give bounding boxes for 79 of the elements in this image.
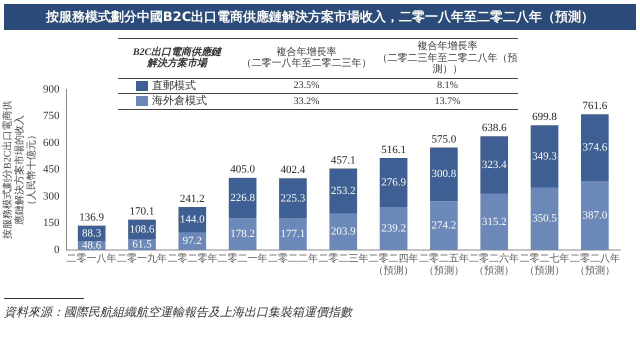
legend-label: 海外倉模式 (152, 95, 207, 108)
data-label: 349.3 (532, 150, 558, 162)
annotation: 23.5% (292, 80, 320, 92)
x-tick-label: 二零二二年 (268, 252, 318, 265)
bar (380, 158, 408, 208)
bar (228, 218, 256, 250)
total-label: 699.8 (532, 111, 558, 124)
total-label: 761.6 (582, 100, 608, 112)
x-tick-label: 二零二四年（預測） (368, 252, 419, 277)
y-tick-label: 750 (43, 110, 60, 122)
bar (329, 168, 358, 214)
bar (329, 214, 358, 250)
y-tick-label: 600 (43, 136, 60, 149)
x-tick-label: 二零二一年 (218, 252, 268, 265)
x-tick-label: 二零二三年 (318, 252, 368, 265)
data-label: 323.4 (482, 158, 508, 171)
x-tick-label: 二零二五年（預測） (418, 252, 469, 277)
total-label: 136.9 (79, 211, 105, 224)
data-label: 178.2 (230, 228, 255, 240)
y-tick-label: 300 (43, 190, 60, 202)
data-label: 226.8 (230, 192, 256, 204)
data-label: 144.0 (180, 214, 206, 226)
y-tick-label: 0 (54, 244, 60, 256)
total-label: 516.1 (381, 144, 406, 156)
x-tick-label: 二零二零年 (167, 252, 218, 265)
total-label: 638.6 (482, 122, 508, 134)
total-label: 457.1 (330, 154, 356, 166)
data-label: 225.3 (280, 192, 306, 204)
bar (279, 218, 307, 250)
total-label: 402.4 (280, 164, 306, 176)
data-label: 374.6 (582, 142, 608, 154)
data-label: 276.9 (381, 176, 406, 189)
legend-label: 直郵模式 (152, 80, 196, 92)
bar (530, 125, 558, 188)
source-note: 資料來源：國際民航組織航空運輸報告及上海出口集裝箱運價指數 (4, 304, 354, 321)
data-label: 253.2 (330, 184, 356, 197)
data-label: 177.1 (280, 228, 306, 240)
total-label: 575.0 (432, 133, 457, 146)
bar (530, 188, 558, 250)
data-label: 203.9 (330, 226, 356, 238)
x-tick-label: 二零二六年（預測） (469, 252, 520, 277)
annotation: 33.2% (292, 96, 320, 108)
bar (581, 114, 609, 182)
total-label: 170.1 (130, 206, 154, 218)
x-tick-label: 二零一八年 (66, 252, 117, 265)
x-tick-label: 二零一九年 (116, 252, 167, 265)
y-tick-label: 150 (43, 217, 60, 230)
bar (279, 178, 307, 218)
bar (430, 201, 458, 250)
data-label: 108.6 (130, 223, 155, 236)
annotation: 8.1% (436, 80, 459, 92)
x-tick-label: 二零二八年（預測） (570, 252, 620, 277)
data-label: 88.3 (82, 227, 102, 240)
text: 複合年增長率（二零一八年至二零二三年） (240, 46, 372, 70)
text: 複合年增長率（二零二三年至二零二八年（預測）） (377, 41, 518, 76)
x-tick-label: 二零二七年（預測） (520, 252, 570, 277)
bar (430, 148, 458, 202)
data-label: 315.2 (482, 216, 507, 228)
y-tick-label: 450 (43, 164, 60, 176)
data-label: 48.6 (82, 240, 102, 252)
legend-title: B2C出口電商供應鏈解決方案市場 (132, 46, 223, 70)
annotation: 13.7% (434, 96, 462, 108)
data-label: 61.5 (132, 238, 152, 250)
bar (380, 207, 408, 250)
total-label: 241.2 (180, 192, 205, 205)
data-label: 239.2 (381, 222, 406, 235)
y-axis-title: 按服務模式劃分B2C出口電商供應鏈解決方案市場的收入（人民幣十億元） (2, 100, 38, 239)
data-label: 97.2 (182, 235, 202, 248)
bar (480, 194, 508, 250)
bar (228, 178, 256, 218)
data-label: 300.8 (432, 168, 457, 180)
data-label: 274.2 (432, 219, 456, 232)
total-label: 405.0 (230, 164, 256, 176)
chart-title: 按服務模式劃分中國B2C出口電商供應鏈解決方案市場收入，二零一八年至二零二八年（預測） (4, 4, 636, 30)
bar (480, 136, 508, 194)
data-label: 350.5 (532, 212, 558, 225)
data-label: 387.0 (582, 209, 608, 222)
bar (581, 181, 609, 250)
y-tick-label: 900 (43, 83, 60, 96)
